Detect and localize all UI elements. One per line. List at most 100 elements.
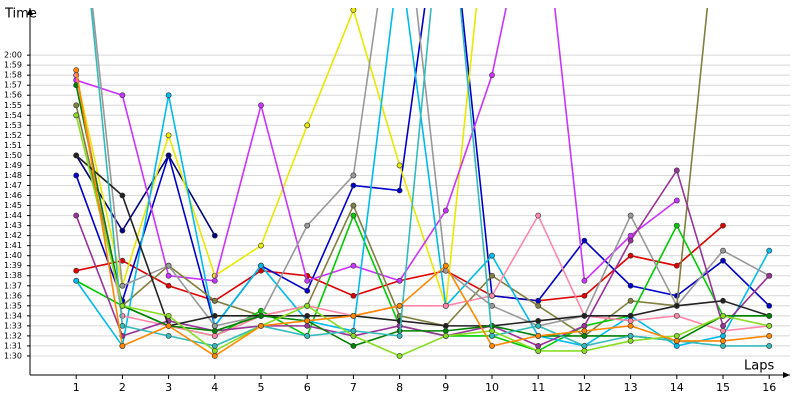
lap-point — [766, 247, 773, 254]
lap-point — [350, 8, 357, 13]
lap-point — [673, 167, 680, 174]
lap-point — [627, 317, 634, 324]
y-tick-label: 1:46 — [4, 191, 22, 200]
lap-point — [627, 332, 634, 339]
lap-point — [442, 262, 449, 269]
lap-point — [442, 207, 449, 214]
lap-point — [581, 332, 588, 339]
x-tick-label: 6 — [304, 381, 311, 394]
lap-point — [73, 102, 80, 109]
lap-point — [211, 353, 218, 359]
lap-point — [350, 202, 357, 209]
y-tick-label: 1:53 — [4, 121, 22, 130]
y-tick-label: 1:33 — [4, 321, 22, 330]
lap-point — [211, 332, 218, 339]
lap-point — [627, 322, 634, 329]
y-tick-label: 1:51 — [4, 141, 22, 150]
lap-point — [627, 212, 634, 219]
lap-point — [304, 302, 311, 309]
lap-point — [766, 272, 773, 279]
lap-point — [350, 332, 357, 339]
x-tick-label: 2 — [119, 381, 126, 394]
lap-point — [119, 322, 126, 329]
x-tick-label: 9 — [442, 381, 449, 394]
lap-point — [627, 312, 634, 319]
lap-point — [673, 338, 680, 344]
lap-point — [396, 162, 403, 169]
y-tick-label: 1:44 — [4, 211, 22, 220]
axis-title: Time — [4, 7, 37, 22]
lap-point — [766, 322, 773, 329]
lap-point — [119, 227, 126, 234]
lap-point — [119, 192, 126, 199]
y-tick-label: 1:56 — [4, 91, 22, 100]
lap-point — [350, 172, 357, 179]
lap-point — [581, 312, 588, 319]
y-axis-arrow — [27, 8, 33, 15]
lap-point — [535, 317, 542, 324]
lap-point — [165, 282, 172, 289]
lap-point — [442, 332, 449, 339]
lap-point — [73, 67, 80, 74]
lap-point — [165, 312, 172, 319]
lap-point — [258, 102, 264, 109]
lap-point — [304, 332, 311, 339]
x-tick-label: 3 — [165, 381, 172, 394]
series-line — [75, 154, 770, 327]
y-tick-label: 1:34 — [4, 311, 22, 320]
lap-point — [581, 277, 588, 284]
lap-point — [350, 182, 357, 189]
lap-point — [720, 343, 726, 349]
lap-point — [673, 302, 680, 309]
y-tick-label: 1:31 — [4, 341, 22, 350]
lap-point — [258, 312, 264, 319]
lap-point — [489, 332, 495, 339]
plot-area — [73, 8, 773, 359]
x-tick-label: 13 — [624, 381, 638, 394]
x-tick-label: 14 — [670, 381, 684, 394]
lap-point — [535, 332, 542, 339]
lap-point — [720, 322, 726, 329]
y-tick-label: 1:36 — [4, 291, 22, 300]
y-tick-label: 1:38 — [4, 271, 22, 280]
series-line — [91, 8, 770, 327]
x-tick-label: 15 — [716, 381, 730, 394]
lap-point — [165, 272, 172, 279]
lap-point — [766, 312, 773, 319]
y-tick-label: 2:00 — [4, 51, 22, 60]
lap-point — [442, 322, 449, 329]
lap-point — [304, 312, 311, 319]
y-tick-label: 1:37 — [4, 281, 22, 290]
lap-point — [258, 242, 264, 249]
lap-point — [211, 327, 218, 334]
lap-point — [581, 343, 588, 349]
lap-point — [211, 343, 218, 349]
lap-point — [535, 348, 542, 354]
lap-point — [119, 92, 126, 99]
lap-point — [720, 297, 726, 304]
y-tick-label: 1:35 — [4, 301, 22, 310]
lap-point — [350, 312, 357, 319]
lap-point — [627, 282, 634, 289]
lap-point — [673, 312, 680, 319]
series-line — [75, 75, 770, 337]
x-tick-label: 7 — [350, 381, 357, 394]
series-line — [75, 70, 770, 357]
lap-point — [581, 327, 588, 334]
lap-point — [535, 212, 542, 219]
lap-point — [258, 262, 264, 269]
lap-point — [350, 212, 357, 219]
y-tick-label: 1:57 — [4, 81, 22, 90]
lap-point — [73, 112, 80, 119]
lap-point — [73, 212, 80, 219]
lap-point — [211, 312, 218, 319]
lap-point — [489, 292, 495, 299]
lap-point — [627, 237, 634, 244]
y-tick-label: 1:59 — [4, 61, 22, 70]
y-tick-label: 1:49 — [4, 161, 22, 170]
lap-point — [119, 343, 126, 349]
lap-point — [535, 297, 542, 304]
lap-point — [489, 327, 495, 334]
lap-point — [766, 343, 773, 349]
lap-point — [489, 252, 495, 259]
